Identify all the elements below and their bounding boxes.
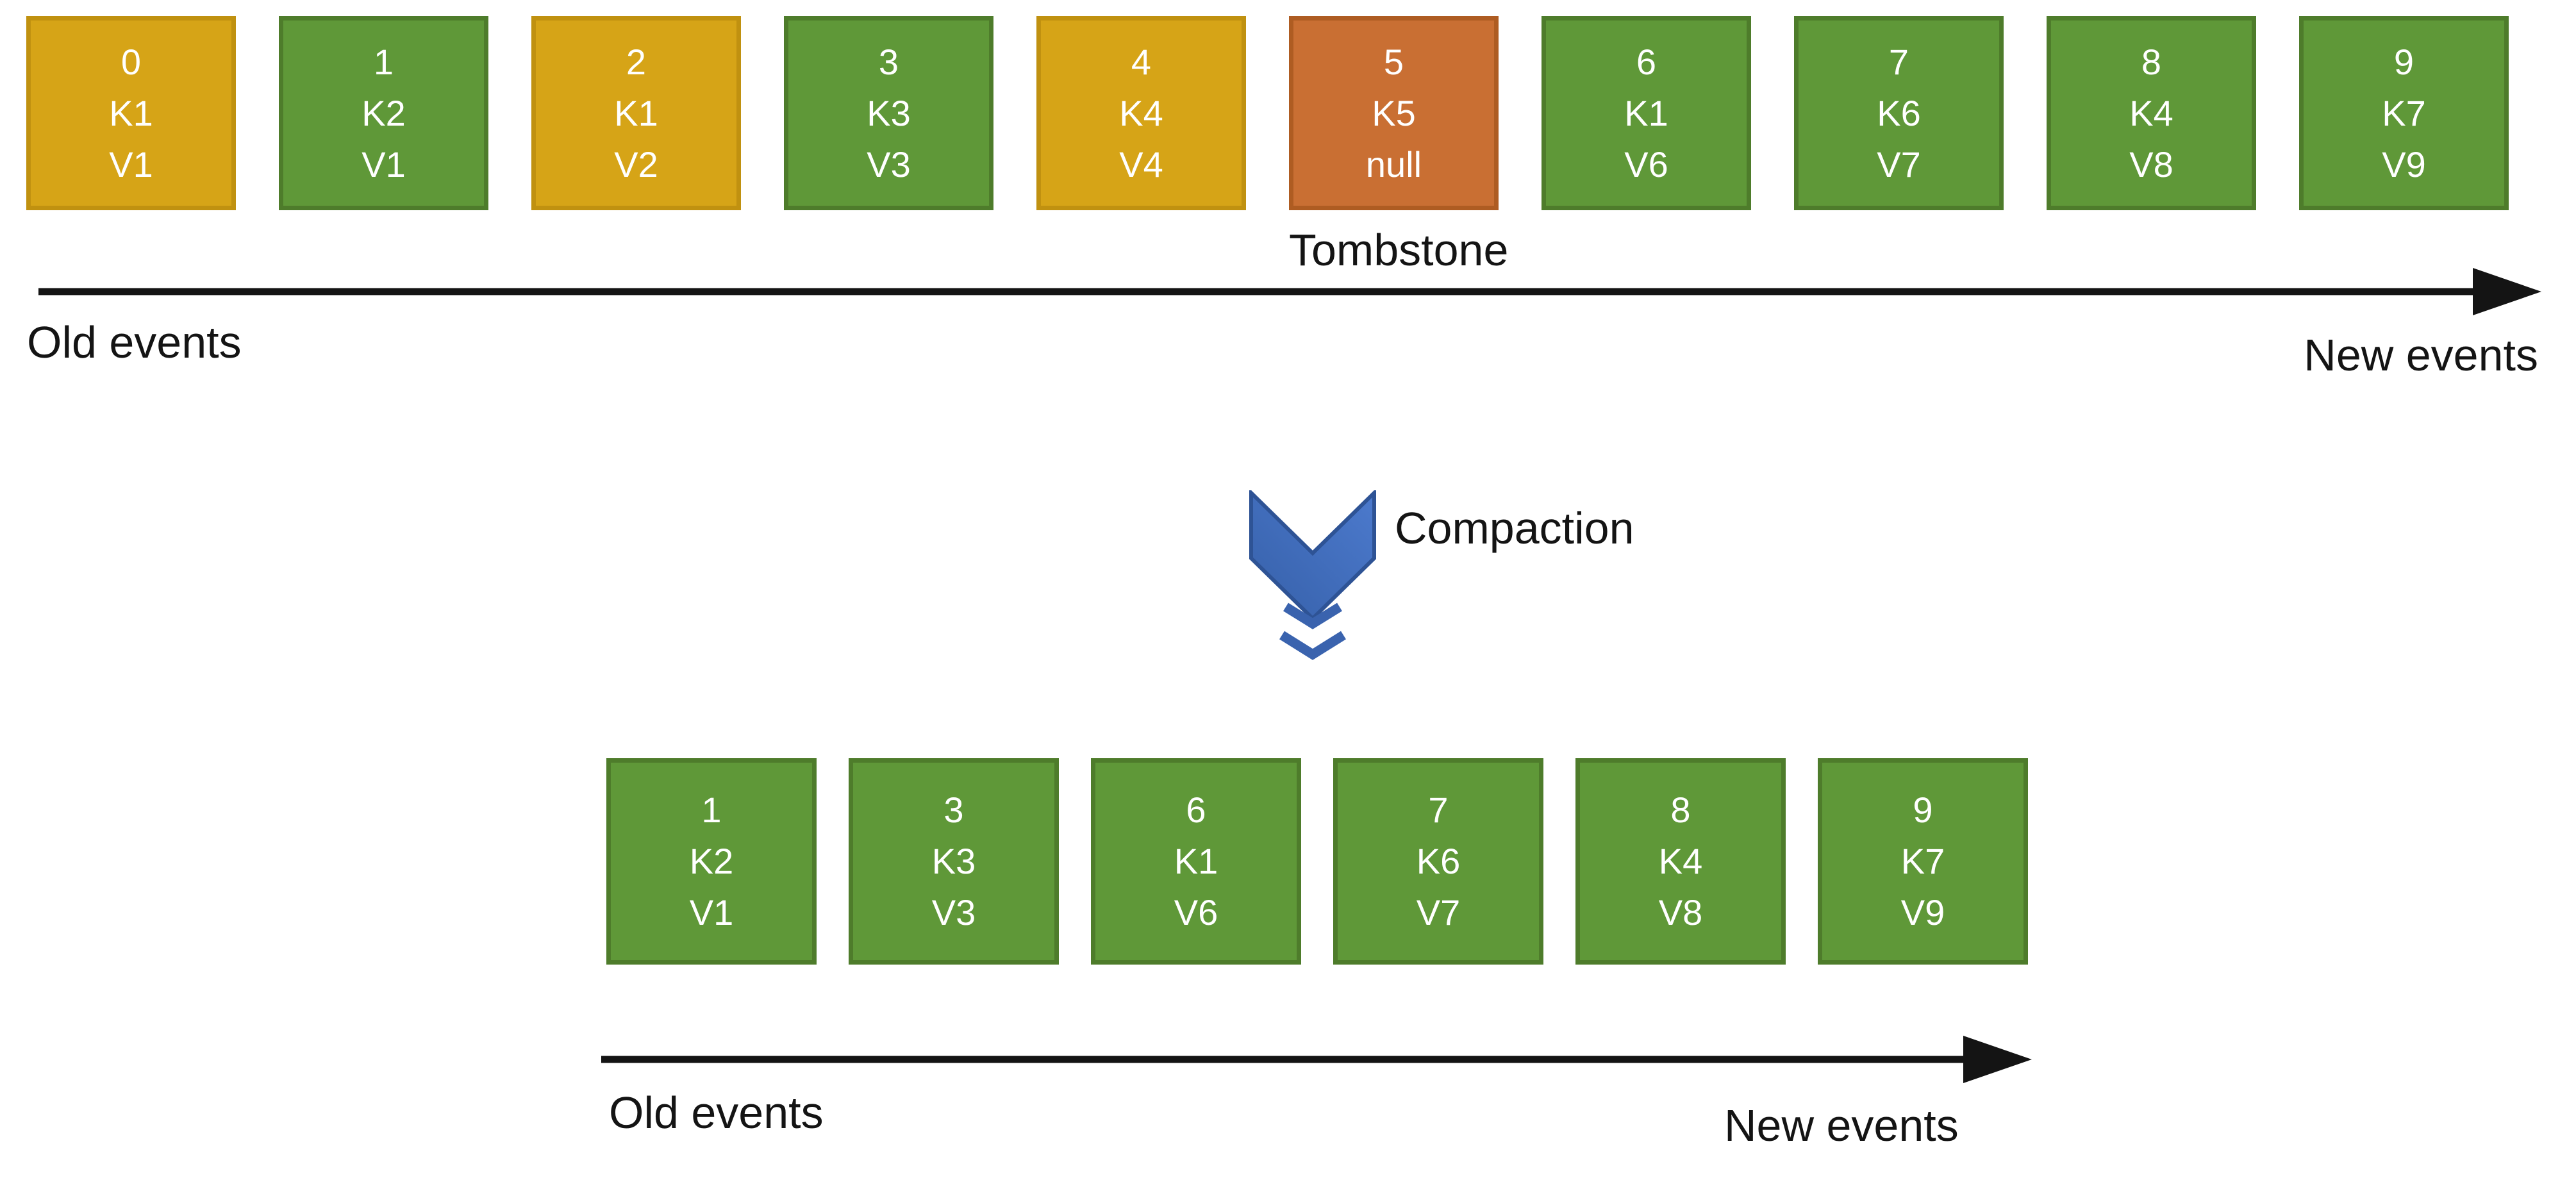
compacted-box-3: 3 K3 V3	[849, 758, 1059, 965]
event-key: K5	[1372, 92, 1416, 133]
event-key: K1	[1624, 92, 1668, 133]
compacted-box-7: 7 K6 V7	[1333, 758, 1543, 965]
event-offset: 0	[120, 41, 142, 82]
event-value: V1	[689, 892, 734, 933]
event-offset: 9	[2393, 41, 2414, 82]
event-box-6: 6 K1 V6	[1541, 16, 1751, 210]
timeline-arrow-bottom	[601, 1036, 2032, 1083]
event-key: K4	[1658, 841, 1703, 881]
event-key: K1	[614, 92, 658, 133]
event-value: V8	[1658, 892, 1703, 933]
event-offset: 7	[1428, 790, 1449, 830]
event-key: K3	[931, 841, 976, 881]
event-value: V9	[1900, 892, 1945, 933]
event-box-7: 7 K6 V7	[1794, 16, 2004, 210]
tombstone-label: Tombstone	[1289, 225, 1509, 275]
arrowhead-icon	[1963, 1036, 2032, 1083]
event-offset: 8	[1670, 790, 1691, 830]
compaction-chevron-icon	[1249, 490, 1376, 660]
new-events-label-top: New events	[2304, 330, 2538, 380]
event-key: K1	[1174, 841, 1218, 881]
event-box-1: 1 K2 V1	[279, 16, 488, 210]
event-value: V6	[1174, 892, 1218, 933]
event-box-2: 2 K1 V2	[531, 16, 741, 210]
event-value: null	[1365, 144, 1422, 185]
event-box-3: 3 K3 V3	[784, 16, 993, 210]
event-key: K7	[2382, 92, 2426, 133]
event-offset: 7	[1888, 41, 1909, 82]
event-offset: 4	[1131, 41, 1152, 82]
event-offset: 1	[701, 790, 722, 830]
old-events-label-bottom: Old events	[609, 1088, 824, 1138]
event-value: V8	[2129, 144, 2173, 185]
event-value: V4	[1119, 144, 1163, 185]
event-offset: 1	[373, 41, 394, 82]
event-offset: 3	[878, 41, 899, 82]
event-box-0: 0 K1 V1	[26, 16, 236, 210]
event-box-9: 9 K7 V9	[2299, 16, 2509, 210]
timeline-arrow-top	[38, 268, 2541, 315]
event-key: K3	[867, 92, 911, 133]
event-key: K1	[109, 92, 153, 133]
event-key: K2	[689, 841, 734, 881]
event-offset: 6	[1186, 790, 1206, 830]
event-value: V1	[361, 144, 406, 185]
compacted-box-8: 8 K4 V8	[1575, 758, 1786, 965]
event-key: K4	[1119, 92, 1163, 133]
event-value: V3	[931, 892, 976, 933]
event-offset: 5	[1383, 41, 1404, 82]
arrowhead-icon	[2473, 268, 2541, 315]
compacted-box-6: 6 K1 V6	[1091, 758, 1301, 965]
event-value: V6	[1624, 144, 1668, 185]
new-events-label-bottom: New events	[1724, 1100, 1959, 1150]
event-key: K4	[2129, 92, 2173, 133]
compaction-label: Compaction	[1395, 503, 1634, 553]
event-value: V9	[2382, 144, 2426, 185]
event-box-4: 4 K4 V4	[1036, 16, 1246, 210]
event-offset: 9	[1913, 790, 1933, 830]
event-box-5-tombstone: 5 K5 null	[1289, 16, 1499, 210]
event-value: V7	[1416, 892, 1461, 933]
event-value: V3	[867, 144, 911, 185]
compacted-box-9: 9 K7 V9	[1818, 758, 2028, 965]
event-value: V7	[1877, 144, 1921, 185]
event-key: K6	[1877, 92, 1921, 133]
old-events-label-top: Old events	[27, 317, 242, 367]
event-value: V1	[109, 144, 153, 185]
event-value: V2	[614, 144, 658, 185]
event-offset: 2	[626, 41, 647, 82]
event-offset: 6	[1636, 41, 1657, 82]
event-box-8: 8 K4 V8	[2047, 16, 2256, 210]
compacted-box-1: 1 K2 V1	[606, 758, 817, 965]
event-key: K6	[1416, 841, 1461, 881]
event-log-row: 0 K1 V1 1 K2 V1 2 K1 V2 3 K3 V3 4 K4 V4 …	[26, 16, 2509, 210]
event-offset: 8	[2141, 41, 2162, 82]
event-key: K2	[361, 92, 406, 133]
event-offset: 3	[943, 790, 964, 830]
compacted-log-row: 1 K2 V1 3 K3 V3 6 K1 V6 7 K6 V7 8 K4 V8 …	[606, 758, 2028, 965]
event-key: K7	[1900, 841, 1945, 881]
